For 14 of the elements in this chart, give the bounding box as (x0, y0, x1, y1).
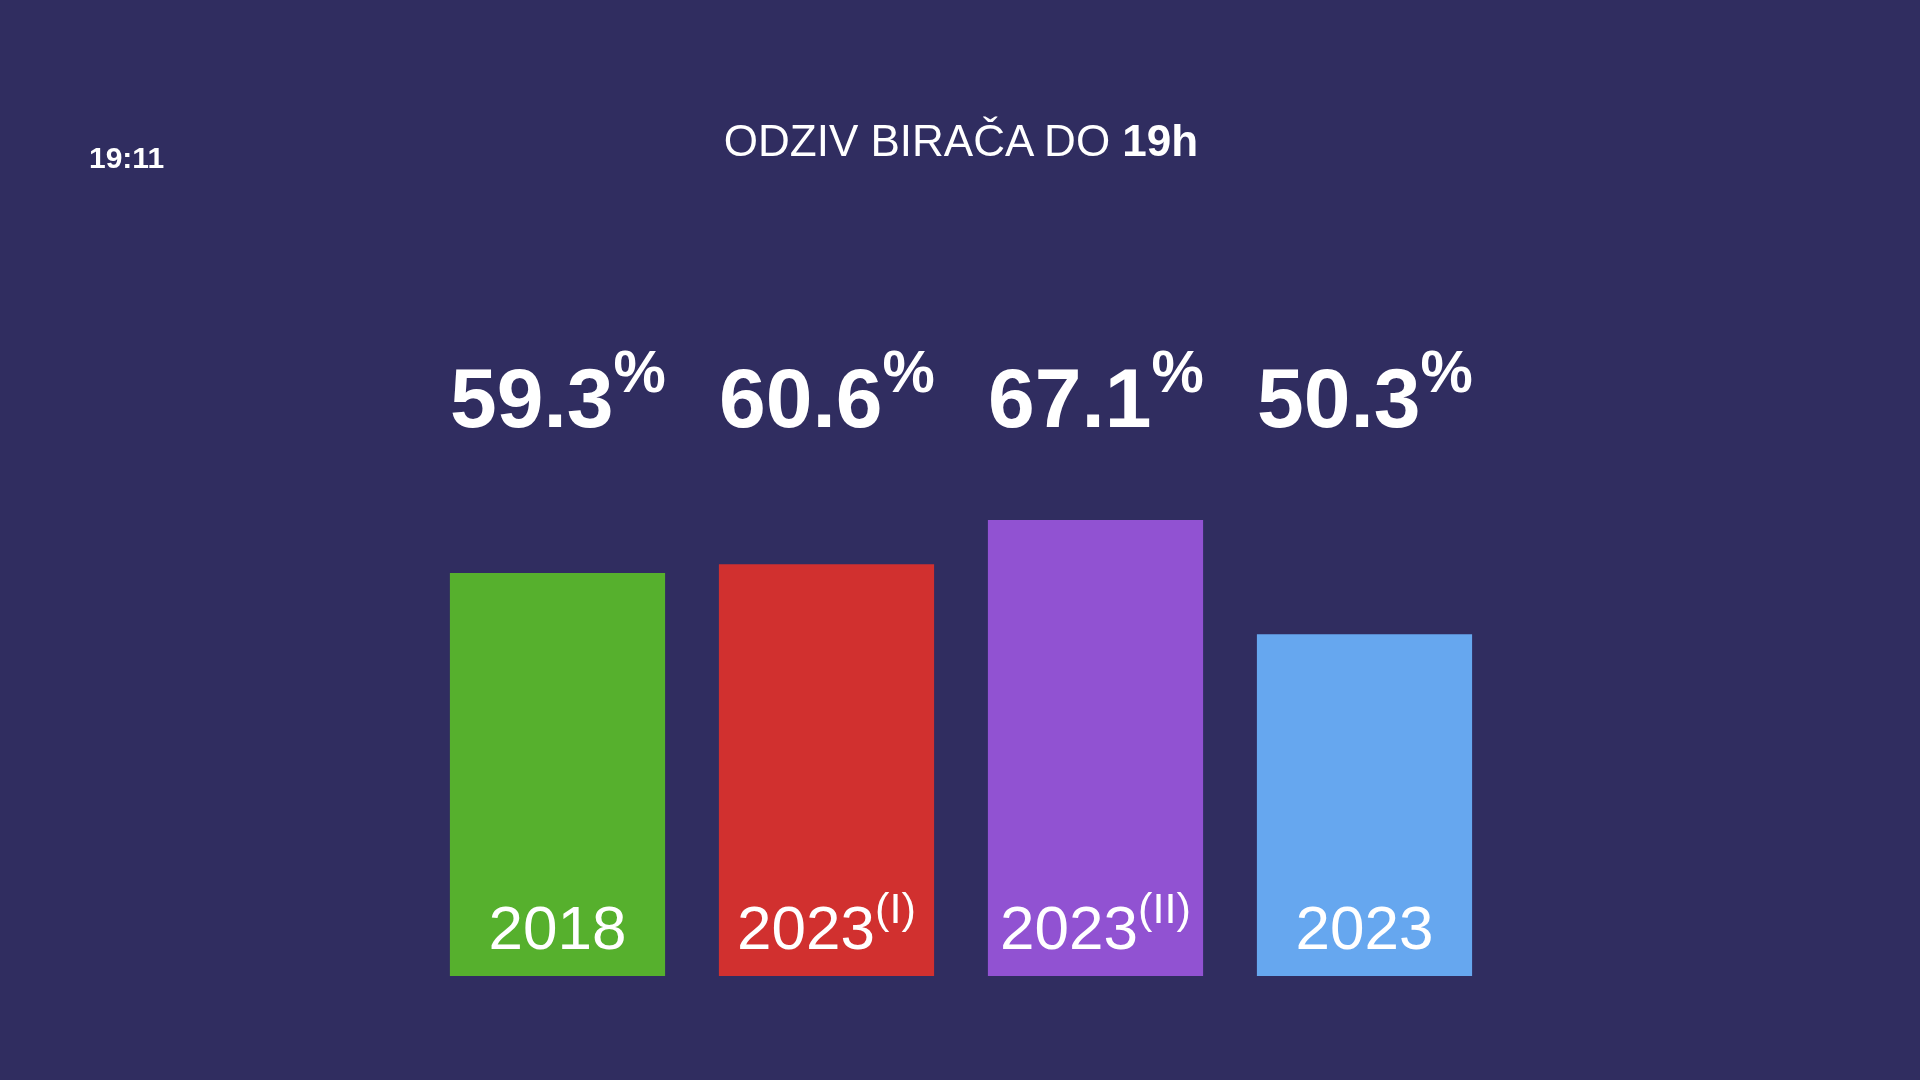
bar (987, 520, 1204, 976)
x-tick-label: 2023 (1295, 892, 1434, 962)
bar (449, 573, 666, 976)
data-label: 67.1$^{%}$ (988, 339, 1204, 446)
data-label: 50.3$^{%}$ (1257, 339, 1473, 446)
data-label: 59.3$^{%}$ (450, 339, 666, 446)
bar (1256, 634, 1473, 976)
x-tick-label: 2023$^{(I)}$ (737, 883, 916, 962)
x-tick-label: 2018 (488, 892, 627, 962)
chart-title: ODZIV BIRAČA DO 19h (723, 116, 1199, 166)
data-label: 60.6$^{%}$ (719, 339, 935, 446)
text: 19:11 (89, 141, 165, 174)
x-tick-label: 2023$^{(II)}$ (1000, 883, 1191, 962)
bar (718, 564, 935, 976)
